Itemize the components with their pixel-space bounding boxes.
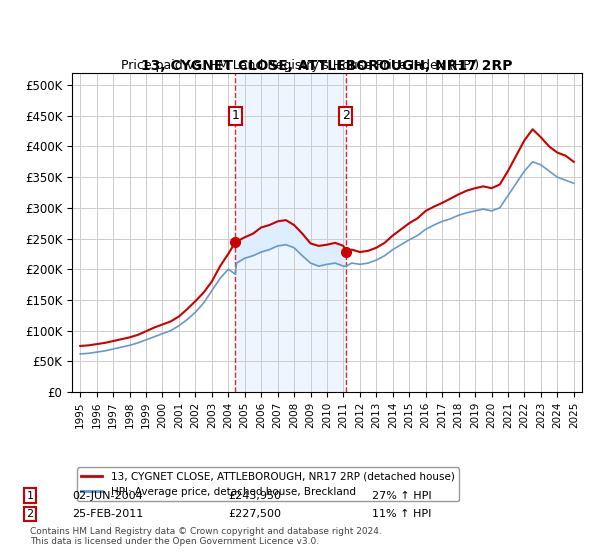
Text: 1: 1	[231, 109, 239, 122]
Text: 27% ↑ HPI: 27% ↑ HPI	[372, 491, 431, 501]
Text: 25-FEB-2011: 25-FEB-2011	[72, 509, 143, 519]
Text: 1: 1	[26, 491, 34, 501]
Text: 11% ↑ HPI: 11% ↑ HPI	[372, 509, 431, 519]
Text: 02-JUN-2004: 02-JUN-2004	[72, 491, 143, 501]
Text: 2: 2	[342, 109, 350, 122]
Legend: 13, CYGNET CLOSE, ATTLEBOROUGH, NR17 2RP (detached house), HPI: Average price, d: 13, CYGNET CLOSE, ATTLEBOROUGH, NR17 2RP…	[77, 468, 458, 501]
Text: £243,950: £243,950	[228, 491, 281, 501]
Text: Contains HM Land Registry data © Crown copyright and database right 2024.
This d: Contains HM Land Registry data © Crown c…	[30, 526, 382, 546]
Bar	[235, 73, 346, 392]
Text: Price paid vs. HM Land Registry's House Price Index (HPI): Price paid vs. HM Land Registry's House …	[121, 59, 479, 72]
Text: £227,500: £227,500	[228, 509, 281, 519]
Title: 13, CYGNET CLOSE, ATTLEBOROUGH, NR17 2RP: 13, CYGNET CLOSE, ATTLEBOROUGH, NR17 2RP	[141, 59, 513, 73]
Text: 2: 2	[26, 509, 34, 519]
